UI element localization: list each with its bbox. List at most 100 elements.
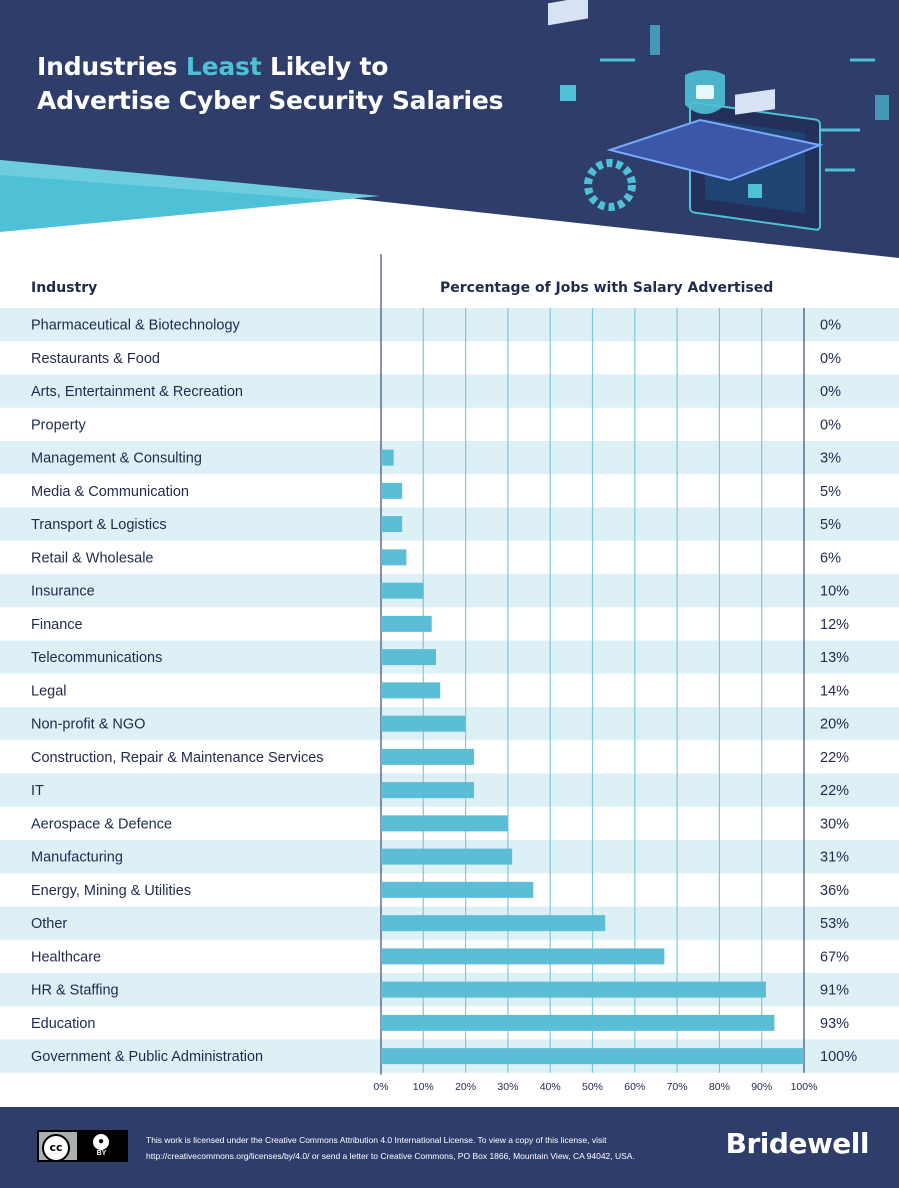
bar bbox=[381, 881, 534, 898]
person-icon: ● bbox=[93, 1134, 109, 1150]
category-label: Government & Public Administration bbox=[31, 1049, 263, 1065]
value-label: 0% bbox=[820, 384, 841, 400]
title-highlight: Least bbox=[185, 52, 262, 81]
row-band bbox=[0, 507, 899, 541]
x-tick-label: 60% bbox=[624, 1081, 645, 1093]
value-label: 0% bbox=[820, 417, 841, 433]
cc-icon: cc bbox=[42, 1134, 70, 1162]
category-label: Pharmaceutical & Biotechnology bbox=[31, 318, 241, 334]
bar bbox=[381, 449, 394, 466]
header-background bbox=[0, 0, 899, 258]
category-label: Management & Consulting bbox=[31, 451, 202, 467]
category-label: Non-profit & NGO bbox=[31, 717, 145, 733]
value-label: 5% bbox=[820, 484, 841, 500]
x-tick-label: 90% bbox=[751, 1081, 772, 1093]
bar bbox=[381, 1014, 775, 1031]
category-label: IT bbox=[31, 783, 44, 799]
category-label: Finance bbox=[31, 617, 83, 633]
category-label: Legal bbox=[31, 683, 66, 699]
by-label: BY bbox=[96, 1150, 107, 1157]
title-part2: Likely to bbox=[261, 52, 389, 81]
value-label: 36% bbox=[820, 883, 849, 899]
bar-chart: Pharmaceutical & Biotechnology 0% Restaura… bbox=[0, 254, 899, 1093]
license-line2[interactable]: http://creativecommons.org/licenses/by/4… bbox=[146, 1151, 635, 1161]
cc-license-badge[interactable]: cc ● BY bbox=[37, 1130, 128, 1162]
bar bbox=[381, 549, 407, 566]
header-banner: Industries Least Likely to Advertise Cyb… bbox=[0, 0, 899, 260]
bar bbox=[381, 715, 466, 732]
value-label: 93% bbox=[820, 1016, 849, 1032]
category-label: Restaurants & Food bbox=[31, 351, 160, 367]
row-band bbox=[0, 441, 899, 475]
footer: cc ● BY This work is licensed under the … bbox=[0, 1107, 899, 1188]
value-label: 22% bbox=[820, 783, 849, 799]
bar bbox=[381, 582, 424, 599]
category-label: Aerospace & Defence bbox=[31, 816, 172, 832]
x-tick-label: 30% bbox=[497, 1081, 518, 1093]
value-label: 6% bbox=[820, 550, 841, 566]
bar bbox=[381, 915, 606, 932]
cyber-security-illustration bbox=[548, 0, 889, 231]
value-label: 91% bbox=[820, 983, 849, 999]
row-band bbox=[0, 574, 899, 608]
x-tick-label: 70% bbox=[667, 1081, 688, 1093]
category-label: Telecommunications bbox=[31, 650, 162, 666]
value-label: 30% bbox=[820, 816, 849, 832]
bar bbox=[381, 1048, 804, 1065]
bar bbox=[381, 782, 475, 799]
bar bbox=[381, 815, 508, 832]
title-part1: Industries bbox=[37, 52, 186, 81]
category-label: Insurance bbox=[31, 584, 95, 600]
bar bbox=[381, 615, 432, 632]
category-label: Construction, Repair & Maintenance Servi… bbox=[31, 750, 324, 766]
value-label: 14% bbox=[820, 683, 849, 699]
value-label: 5% bbox=[820, 517, 841, 533]
bar bbox=[381, 748, 475, 765]
bar bbox=[381, 482, 403, 499]
category-label: Manufacturing bbox=[31, 850, 123, 866]
value-label: 10% bbox=[820, 584, 849, 600]
value-label: 13% bbox=[820, 650, 849, 666]
x-tick-label: 40% bbox=[540, 1081, 561, 1093]
brand-logo: Bridewell bbox=[725, 1127, 870, 1160]
bar bbox=[381, 649, 436, 666]
bar bbox=[381, 848, 513, 865]
title-line2: Advertise Cyber Security Salaries bbox=[37, 86, 504, 115]
value-label: 3% bbox=[820, 451, 841, 467]
category-label: Energy, Mining & Utilities bbox=[31, 883, 191, 899]
value-label: 22% bbox=[820, 750, 849, 766]
license-text: This work is licensed under the Creative… bbox=[146, 1132, 716, 1164]
x-tick-label: 50% bbox=[582, 1081, 603, 1093]
category-label: Healthcare bbox=[31, 949, 101, 965]
category-label: Education bbox=[31, 1016, 96, 1032]
category-label: Retail & Wholesale bbox=[31, 550, 154, 566]
row-band bbox=[0, 640, 899, 674]
bar bbox=[381, 948, 665, 965]
license-line1: This work is licensed under the Creative… bbox=[146, 1135, 607, 1145]
category-label: Transport & Logistics bbox=[31, 517, 167, 533]
category-label: Media & Communication bbox=[31, 484, 189, 500]
bar bbox=[381, 516, 403, 533]
value-column-header: Percentage of Jobs with Salary Advertise… bbox=[440, 280, 774, 296]
x-tick-label: 80% bbox=[709, 1081, 730, 1093]
value-label: 31% bbox=[820, 850, 849, 866]
x-tick-label: 10% bbox=[413, 1081, 434, 1093]
industry-column-header: Industry bbox=[31, 280, 98, 296]
chart-title: Industries Least Likely to Advertise Cyb… bbox=[37, 50, 503, 118]
value-label: 0% bbox=[820, 351, 841, 367]
value-label: 53% bbox=[820, 916, 849, 932]
bar bbox=[381, 981, 766, 998]
x-tick-label: 100% bbox=[791, 1081, 818, 1093]
category-label: Arts, Entertainment & Recreation bbox=[31, 384, 243, 400]
value-label: 67% bbox=[820, 949, 849, 965]
bar bbox=[381, 682, 441, 699]
row-band bbox=[0, 308, 899, 342]
category-label: Other bbox=[31, 916, 67, 932]
value-label: 20% bbox=[820, 717, 849, 733]
x-tick-label: 20% bbox=[455, 1081, 476, 1093]
category-label: Property bbox=[31, 417, 87, 433]
value-label: 0% bbox=[820, 318, 841, 334]
category-label: HR & Staffing bbox=[31, 983, 119, 999]
row-band bbox=[0, 374, 899, 408]
value-label: 12% bbox=[820, 617, 849, 633]
